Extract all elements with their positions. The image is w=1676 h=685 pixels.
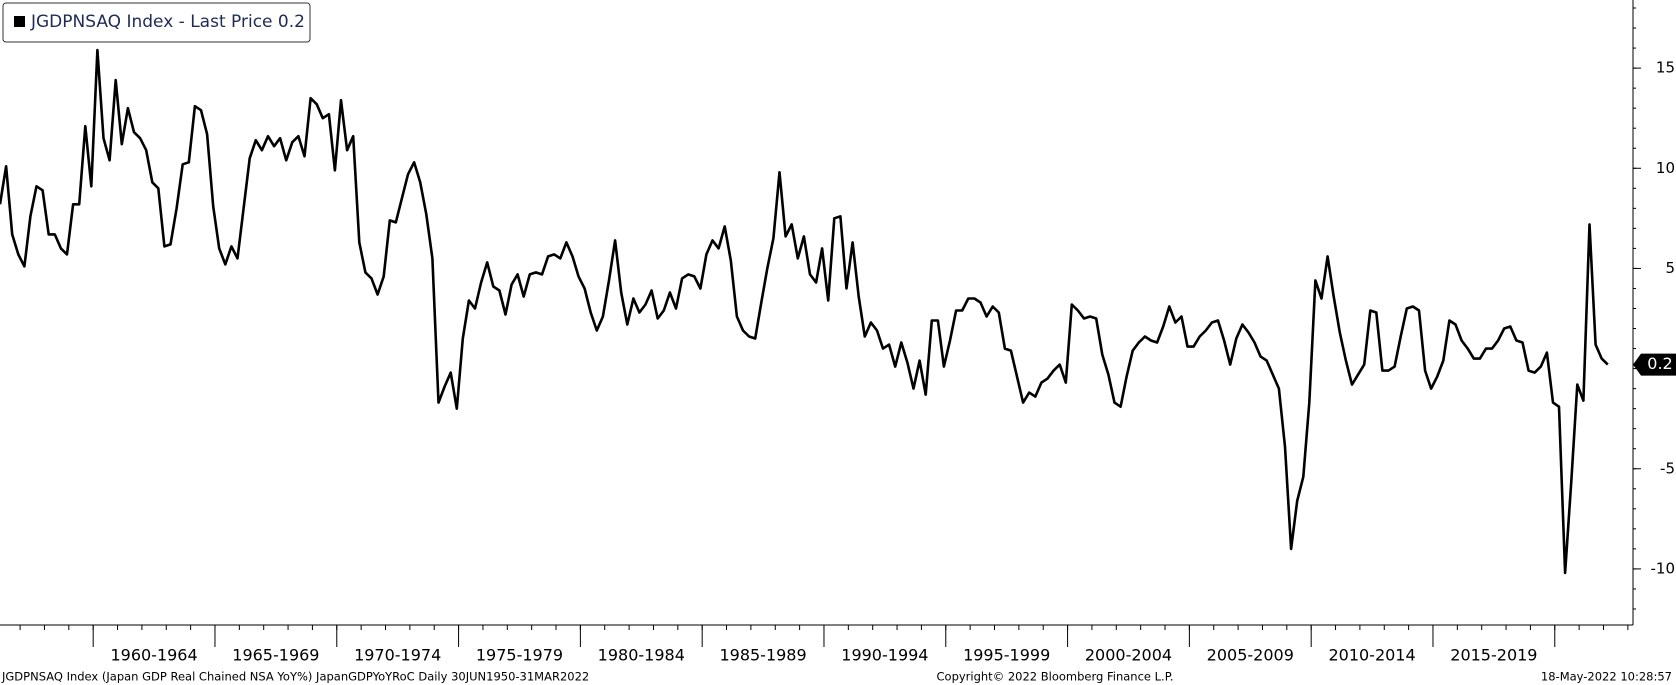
footer-left: JGDPNSAQ Index (Japan GDP Real Chained N…	[1, 670, 589, 684]
y-tick-label: 10	[1656, 159, 1675, 177]
y-tick-label: -5	[1660, 459, 1675, 477]
legend-label: JGDPNSAQ Index - Last Price 0.2	[30, 12, 305, 32]
legend-box	[2, 2, 311, 43]
x-tick-label: 1985-1989	[719, 646, 806, 665]
x-tick-label: 2015-2019	[1450, 646, 1537, 665]
x-tick-label: 2005-2009	[1207, 646, 1294, 665]
x-tick-label: 1980-1984	[598, 646, 685, 665]
last-price-label: 0.2	[1647, 354, 1672, 373]
footer-right: 18-May-2022 10:28:57	[1541, 670, 1672, 684]
x-tick-label: 1975-1979	[476, 646, 563, 665]
last-price-tag	[1633, 353, 1676, 376]
x-tick-label: 2010-2014	[1328, 646, 1415, 665]
x-tick-label: 1970-1974	[354, 646, 441, 665]
x-tick-label: 1960-1964	[110, 646, 197, 665]
y-tick-label: -10	[1651, 559, 1676, 577]
y-tick-label: 15	[1656, 59, 1675, 77]
x-tick-label: 1990-1994	[841, 646, 928, 665]
x-tick-label: 1995-1999	[963, 646, 1050, 665]
y-tick-label: 5	[1665, 259, 1675, 277]
legend-swatch	[14, 16, 25, 27]
x-tick-label: 1965-1969	[232, 646, 319, 665]
line-series	[0, 48, 1609, 575]
footer-center: Copyright© 2022 Bloomberg Finance L.P.	[937, 670, 1174, 684]
x-tick-label: 2000-2004	[1085, 646, 1172, 665]
